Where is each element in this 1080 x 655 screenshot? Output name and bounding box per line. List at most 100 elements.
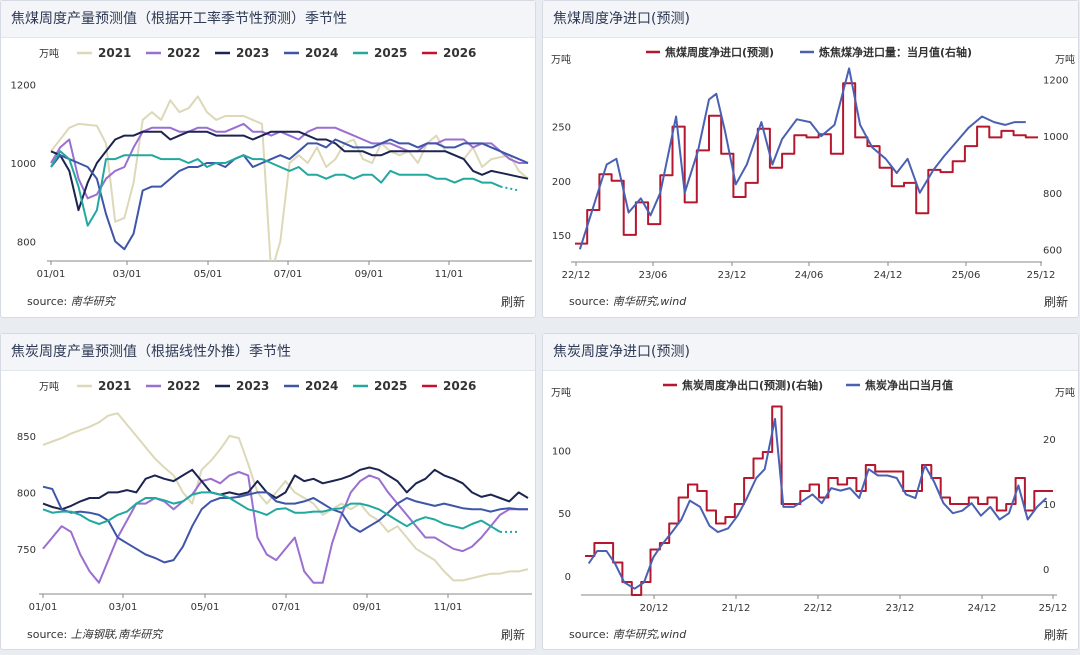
forecast-tail-line xyxy=(500,185,520,192)
x-tick-label: 23/12 xyxy=(886,603,915,614)
legend-label: 焦炭周度净出口(预测)(右轴) xyxy=(681,378,823,392)
x-tick-label: 01/01 xyxy=(37,269,66,280)
source-value: 上海钢联,南华研究 xyxy=(70,628,163,641)
x-tick-label: 03/01 xyxy=(113,269,142,280)
source-line: source: 南华研究,wind xyxy=(569,626,686,642)
y-right-tick-label: 1000 xyxy=(1043,132,1068,143)
legend-label: 2025 xyxy=(374,46,407,60)
series-line-2023 xyxy=(42,466,529,511)
y-tick-label: 800 xyxy=(17,237,36,248)
x-tick-label: 24/12 xyxy=(968,603,997,614)
x-tick-label: 07/01 xyxy=(274,269,303,280)
chart-svg: 万吨 万吨 焦炭周度净出口(预测)(右轴) 焦炭净出口当月值 0 50 100 0 10 20 20… xyxy=(551,378,1075,614)
y-tick-label: 850 xyxy=(17,432,36,443)
y-left-tick-label: 0 xyxy=(565,572,571,583)
x-tick-label: 07/01 xyxy=(272,602,301,613)
legend-label: 2023 xyxy=(236,46,269,60)
y-axis-unit: 万吨 xyxy=(39,47,59,60)
y-left-tick-label: 200 xyxy=(552,177,571,188)
refresh-button[interactable]: 刷新 xyxy=(1043,628,1068,642)
legend-label: 2022 xyxy=(167,46,200,60)
source-value: 南华研究,wind xyxy=(612,628,687,641)
y-left-unit: 万吨 xyxy=(551,53,571,66)
source-value: 南华研究,wind xyxy=(612,295,687,308)
x-tick-label: 24/06 xyxy=(795,270,824,281)
series-line-2022 xyxy=(50,122,528,200)
series-line-2023 xyxy=(50,130,529,212)
x-tick-label: 09/01 xyxy=(355,269,384,280)
y-right-unit: 万吨 xyxy=(1055,386,1075,399)
y-left-tick-label: 100 xyxy=(552,446,571,457)
legend-label: 2026 xyxy=(443,46,476,60)
chart-svg: 万吨 万吨 焦煤周度净进口(预测) 炼焦煤净进口量：当月值(右轴) 150 200 250 6… xyxy=(551,45,1075,281)
series-line-2024 xyxy=(42,485,528,564)
chart-panel-coking-coal-import: 焦煤周度净进口(预测) 万吨 万吨 焦煤周度净进口(预测) 炼焦煤净进口量：当月值(右… xyxy=(542,0,1079,318)
source-line: source: 上海钢联,南华研究 xyxy=(27,626,162,642)
legend-label: 2021 xyxy=(98,379,131,393)
series-line-2024 xyxy=(50,138,529,251)
series-line-焦煤周度净进口(预测) xyxy=(575,82,1038,245)
legend-label: 焦煤周度净进口(预测) xyxy=(664,45,774,59)
legend-label: 2021 xyxy=(98,46,131,60)
y-left-tick-label: 150 xyxy=(552,231,571,242)
legend-label: 焦炭净出口当月值 xyxy=(864,378,953,392)
y-right-tick-label: 10 xyxy=(1043,500,1056,511)
y-tick-label: 1000 xyxy=(11,159,36,170)
series-line-2021 xyxy=(42,412,529,582)
legend-label: 炼焦煤净进口量：当月值(右轴) xyxy=(819,45,972,59)
panel-title: 焦煤周度净进口(预测) xyxy=(543,1,1078,38)
series-line-2022 xyxy=(42,471,528,584)
x-tick-label: 22/12 xyxy=(562,270,591,281)
legend-label: 2024 xyxy=(305,46,338,60)
panel-title: 焦煤周度产量预测值（根据开工率季节性预测）季节性 xyxy=(1,1,535,38)
y-right-unit: 万吨 xyxy=(1055,53,1075,66)
x-tick-label: 03/01 xyxy=(109,602,138,613)
chart-svg: 万吨 2021 2022 2023 2024 2025 2026 800 1000 1200 01/… xyxy=(11,46,532,280)
panel-title: 焦炭周度产量预测值（根据线性外推）季节性 xyxy=(1,334,535,371)
panel-title: 焦炭周度净进口(预测) xyxy=(543,334,1078,371)
legend-label: 2025 xyxy=(374,379,407,393)
y-right-tick-label: 0 xyxy=(1043,565,1049,576)
source-line: source: 南华研究 xyxy=(27,293,115,309)
series-line-炼焦煤净进口量：当月值(右轴) xyxy=(578,67,1026,250)
refresh-button[interactable]: 刷新 xyxy=(1043,295,1068,309)
legend-label: 2024 xyxy=(305,379,338,393)
y-tick-label: 1200 xyxy=(11,81,36,92)
chart-svg: 万吨 2021 2022 2023 2024 2025 2026 750 800 850 01/01… xyxy=(17,379,532,613)
chart-panel-coke-output: 焦炭周度产量预测值（根据线性外推）季节性 万吨 2021 2022 2023 2024 2… xyxy=(0,333,536,650)
x-tick-label: 01/01 xyxy=(29,602,58,613)
y-left-tick-label: 50 xyxy=(558,509,571,520)
source-label: source: xyxy=(27,628,68,641)
x-tick-label: 23/06 xyxy=(639,270,668,281)
source-value: 南华研究 xyxy=(70,295,115,308)
refresh-button[interactable]: 刷新 xyxy=(500,628,525,642)
y-tick-label: 800 xyxy=(17,488,36,499)
source-label: source: xyxy=(569,628,610,641)
x-tick-label: 21/12 xyxy=(722,603,751,614)
x-tick-label: 24/12 xyxy=(874,270,903,281)
source-label: source: xyxy=(27,295,68,308)
series-line-2025 xyxy=(50,150,501,227)
x-tick-label: 09/01 xyxy=(353,602,382,613)
series-line-2021 xyxy=(50,95,529,261)
x-tick-label: 23/12 xyxy=(718,270,747,281)
chart-panel-coking-coal-output: 焦煤周度产量预测值（根据开工率季节性预测）季节性 万吨 2021 2022 2023 2… xyxy=(0,0,536,318)
x-tick-label: 22/12 xyxy=(804,603,833,614)
y-axis-unit: 万吨 xyxy=(39,380,59,393)
series-line-焦炭净出口当月值 xyxy=(587,417,1048,590)
legend-label: 2026 xyxy=(443,379,476,393)
source-label: source: xyxy=(569,295,610,308)
x-tick-label: 11/01 xyxy=(434,602,463,613)
x-tick-label: 25/12 xyxy=(1039,603,1068,614)
x-tick-label: 05/01 xyxy=(194,269,223,280)
y-left-unit: 万吨 xyxy=(551,386,571,399)
refresh-button[interactable]: 刷新 xyxy=(500,295,525,309)
y-tick-label: 750 xyxy=(17,545,36,556)
source-line: source: 南华研究,wind xyxy=(569,293,686,309)
x-tick-label: 25/12 xyxy=(1027,270,1056,281)
y-right-tick-label: 600 xyxy=(1043,245,1062,256)
x-tick-label: 20/12 xyxy=(640,603,669,614)
y-right-tick-label: 1200 xyxy=(1043,76,1068,87)
y-right-tick-label: 800 xyxy=(1043,189,1062,200)
chart-panel-coke-import: 焦炭周度净进口(预测) 万吨 万吨 焦炭周度净出口(预测)(右轴) 焦炭净出口当月值 0… xyxy=(542,333,1079,650)
